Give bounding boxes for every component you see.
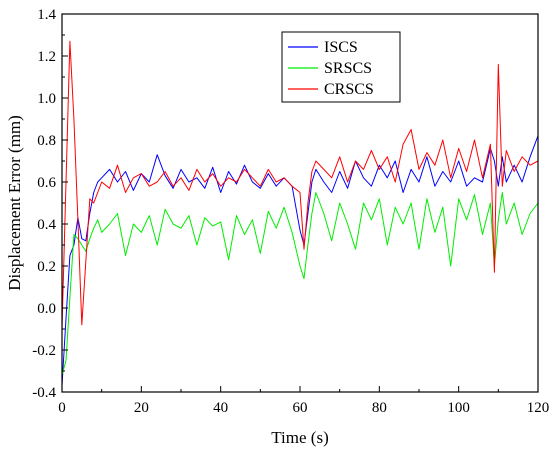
x-axis-title: Time (s) <box>271 428 328 447</box>
series-layer <box>61 40 539 386</box>
y-axis-title: Displacement Error (mm) <box>5 115 24 291</box>
x-tick-label: 40 <box>213 400 228 416</box>
y-tick-label: -0.4 <box>32 385 56 401</box>
y-tick-label: 0.6 <box>37 175 56 191</box>
legend-box <box>281 31 401 103</box>
legend-label-iscs: ISCS <box>324 39 358 56</box>
y-tick-label: 0.2 <box>37 259 56 275</box>
x-tick-label: 0 <box>58 400 66 416</box>
legend-label-srscs: SRSCS <box>324 60 372 77</box>
x-tick-label: 60 <box>293 400 308 416</box>
series-line-iscs <box>61 135 539 386</box>
series-line-srscs <box>61 192 539 376</box>
x-tick-label: 80 <box>372 400 387 416</box>
series-line-crscs <box>61 40 539 330</box>
y-tick-label: 0.8 <box>37 133 56 149</box>
x-tick-label: 100 <box>447 400 470 416</box>
ticks-layer: 0 20 40 60 80 100 120 -0.4 -0.2 0.0 0.2 0.4 0.6 0.8 1.… <box>32 7 549 416</box>
y-tick-label: 0.0 <box>37 301 56 317</box>
legend-label-crscs: CRSCS <box>324 81 374 98</box>
x-tick-label: 20 <box>134 400 149 416</box>
y-tick-label: 1.0 <box>37 91 56 107</box>
y-tick-label: 1.2 <box>37 49 56 65</box>
y-tick-label: -0.2 <box>32 343 56 359</box>
y-tick-label: 0.4 <box>37 217 56 233</box>
x-tick-label: 120 <box>527 400 550 416</box>
legend: ISCS SRSCS CRSCS <box>281 31 401 103</box>
y-tick-label: 1.4 <box>37 7 56 23</box>
